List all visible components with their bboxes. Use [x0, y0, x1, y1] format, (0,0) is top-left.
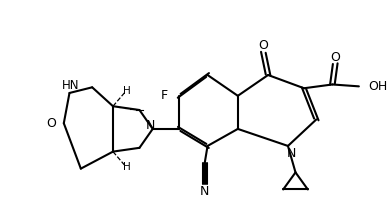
Text: O: O [47, 117, 56, 130]
Text: HN: HN [61, 79, 79, 92]
Text: N: N [200, 185, 210, 198]
Text: OH: OH [368, 80, 388, 93]
Text: O: O [258, 39, 268, 52]
Text: O: O [330, 51, 340, 64]
Text: H: H [123, 86, 131, 96]
Text: F: F [161, 89, 168, 102]
Text: N: N [287, 147, 296, 160]
Text: N: N [146, 119, 156, 132]
Text: H: H [123, 162, 131, 172]
